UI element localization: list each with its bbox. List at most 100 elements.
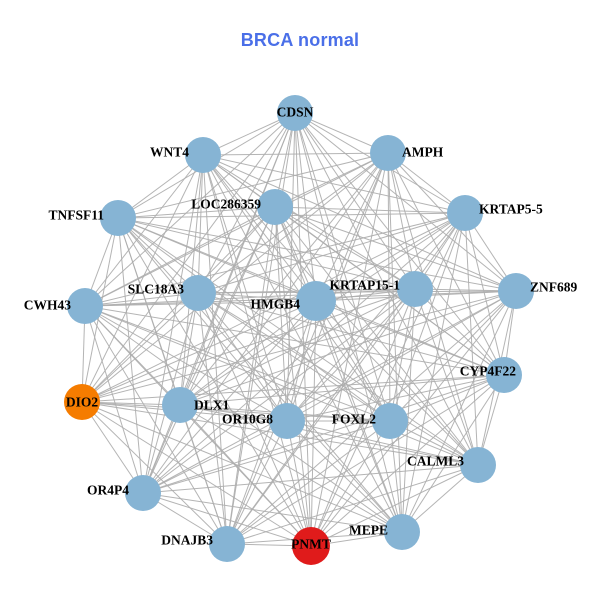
graph-edge	[117, 212, 466, 219]
graph-edge	[274, 206, 403, 533]
graph-edge	[81, 401, 403, 533]
graph-node-znf689[interactable]	[498, 273, 534, 309]
graph-edge	[84, 305, 391, 422]
graph-edge	[202, 154, 466, 214]
graph-edge	[179, 206, 276, 406]
graph-edge	[197, 292, 391, 422]
graph-edge	[84, 152, 389, 307]
graph-edge	[226, 420, 391, 545]
graph-node-krtap5-5[interactable]	[447, 195, 483, 231]
graph-node-label-krtap15-1: KRTAP15-1	[329, 278, 400, 293]
graph-edge	[179, 288, 416, 406]
graph-edge	[179, 404, 312, 547]
graph-edge	[142, 492, 312, 547]
graph-node-label-calml3: CALML3	[407, 454, 464, 469]
graph-node-cwh43[interactable]	[67, 288, 103, 324]
graph-node-dio2[interactable]	[64, 384, 100, 420]
graph-edge	[294, 112, 403, 533]
graph-edge	[389, 420, 403, 533]
graph-node-amph[interactable]	[370, 135, 406, 171]
graph-edge	[414, 288, 479, 466]
graph-edge	[226, 464, 479, 545]
graph-edge	[315, 300, 391, 422]
graph-node-label-cdsn: CDSN	[277, 105, 314, 120]
graph-edge	[142, 212, 466, 494]
graph-edge	[274, 206, 466, 214]
graph-edge	[142, 420, 288, 494]
graph-edge	[142, 300, 317, 494]
graph-edge	[310, 420, 391, 547]
graph-edge	[81, 401, 391, 422]
graph-node-cdsn[interactable]	[277, 95, 313, 131]
graph-edge	[142, 290, 517, 494]
graph-edge	[142, 420, 391, 494]
graph-edge	[84, 305, 505, 376]
graph-edge	[81, 401, 312, 547]
graph-edge	[202, 154, 479, 466]
graph-edge	[81, 292, 199, 403]
graph-node-label-loc286359: LOC286359	[191, 197, 261, 212]
graph-node-mepe[interactable]	[384, 514, 420, 550]
graph-edge	[197, 292, 479, 466]
graph-edge	[197, 292, 228, 545]
graph-edge	[179, 300, 317, 406]
graph-edge	[389, 212, 466, 422]
graph-node-dnajb3[interactable]	[209, 526, 245, 562]
graph-node-label-pnmt: PNMT	[291, 537, 331, 552]
graph-edge	[286, 290, 517, 422]
graph-node-label-znf689: ZNF689	[530, 280, 578, 295]
graph-node-cyp4f22[interactable]	[486, 357, 522, 393]
graph-edge	[310, 290, 517, 547]
graph-edge	[197, 152, 389, 294]
graph-edge	[81, 374, 505, 403]
graph-node-label-amph: AMPH	[402, 145, 444, 160]
graph-node-pnmt[interactable]	[292, 527, 330, 565]
graph-edge	[274, 206, 391, 422]
graph-edge	[142, 288, 416, 494]
graph-edge	[197, 290, 517, 294]
graph-node-tnfsf11[interactable]	[100, 200, 136, 236]
graph-node-foxl2[interactable]	[372, 403, 408, 439]
graph-edge	[84, 305, 288, 422]
graph-edge	[286, 112, 296, 422]
graph-edge	[401, 212, 466, 533]
graph-edge	[294, 112, 505, 376]
graph-edge	[310, 300, 317, 547]
graph-node-dlx1[interactable]	[162, 387, 198, 423]
graph-edge	[414, 288, 505, 376]
graph-edge	[179, 152, 389, 406]
graph-edge	[310, 374, 505, 547]
graph-node-krtap15-1[interactable]	[397, 271, 433, 307]
graph-node-or10g8[interactable]	[269, 403, 305, 439]
graph-node-or4p4[interactable]	[125, 475, 161, 511]
graph-edge	[197, 112, 296, 294]
graph-node-calml3[interactable]	[460, 447, 496, 483]
graph-edge	[389, 290, 517, 422]
graph-edge	[117, 217, 391, 422]
graph-edge	[84, 112, 296, 307]
graph-edge	[387, 152, 416, 290]
graph-node-wnt4[interactable]	[185, 137, 221, 173]
graph-edge	[142, 492, 403, 533]
graph-node-label-dio2: DIO2	[66, 395, 99, 410]
graph-edge	[197, 292, 505, 376]
graph-edge	[117, 152, 389, 219]
graph-node-hmgb4[interactable]	[296, 281, 336, 321]
graph-node-loc286359[interactable]	[257, 189, 293, 225]
graph-edge	[179, 292, 199, 406]
graph-edge	[202, 154, 403, 533]
graph-edge	[401, 374, 505, 533]
graph-edge	[389, 374, 505, 422]
graph-edge	[81, 154, 204, 403]
graph-edge	[179, 290, 517, 406]
graph-edge	[84, 212, 466, 307]
graph-node-slc18a3[interactable]	[180, 275, 216, 311]
graph-edge	[310, 464, 479, 547]
graph-edge	[81, 401, 144, 494]
graph-edge	[310, 212, 466, 547]
graph-edge	[464, 212, 479, 466]
graph-edge	[315, 300, 505, 376]
graph-edge	[226, 290, 517, 545]
graph-edge	[81, 288, 416, 403]
graph-edge	[286, 212, 466, 422]
